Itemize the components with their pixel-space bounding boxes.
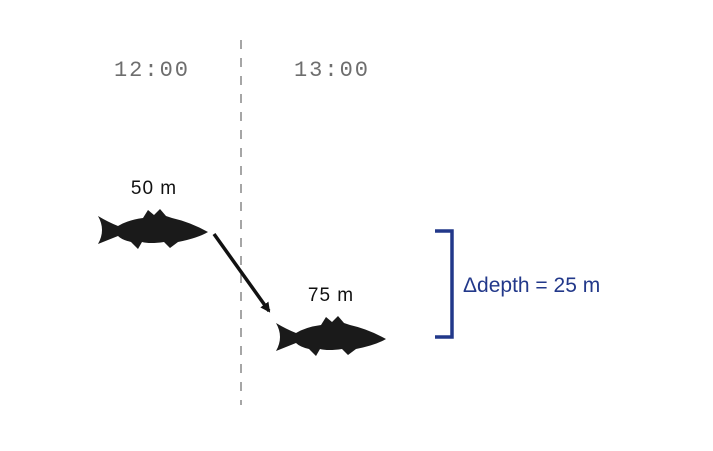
- time-label: 12:00: [114, 58, 190, 83]
- time-label: 13:00: [294, 58, 370, 83]
- movement-arrow: [212, 232, 271, 313]
- fish-icon: [276, 316, 386, 356]
- depth-label: 75 m: [308, 285, 354, 306]
- fish-icon: [98, 209, 208, 249]
- depth-label: 50 m: [131, 178, 177, 199]
- depth-bracket: [435, 229, 454, 339]
- depth-difference: Δdepth = 25 m: [463, 274, 600, 297]
